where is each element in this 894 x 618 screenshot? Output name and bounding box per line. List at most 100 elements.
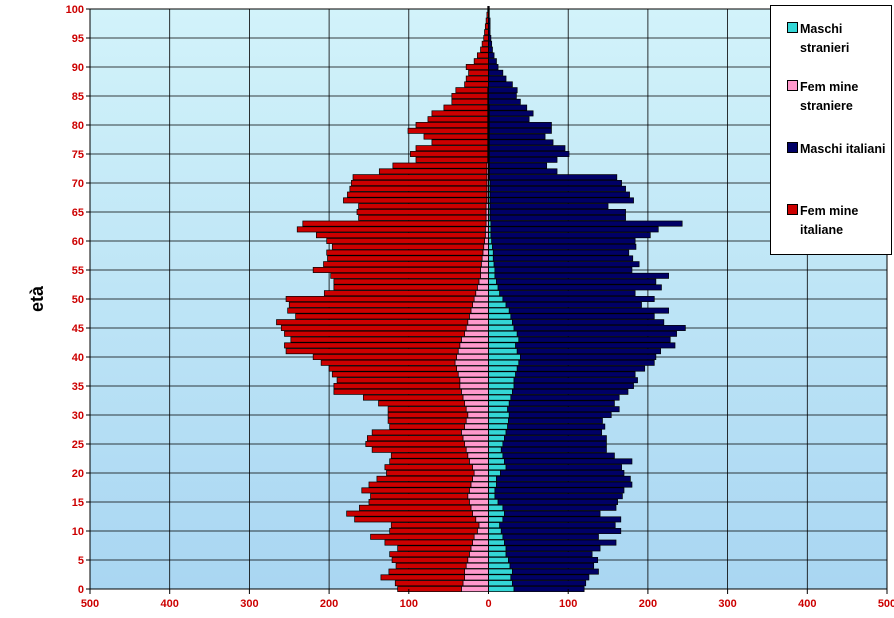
bar-maschi-italiani-age-55 — [494, 267, 633, 273]
bar-maschi-italiani-age-11 — [499, 522, 616, 529]
bar-maschi-italiani-age-5 — [508, 557, 599, 563]
bar-maschi-italiani-age-85 — [488, 93, 517, 99]
bar-femmine-straniere-age-4 — [465, 562, 489, 569]
bar-maschi-italiani-age-23 — [502, 452, 615, 459]
bar-femmine-italiane-age-80 — [415, 122, 489, 128]
bar-femmine-italiane-age-62 — [296, 226, 486, 233]
bar-femmine-straniere-age-20 — [473, 470, 489, 476]
bar-femmine-italiane-age-27 — [371, 429, 462, 436]
bar-femmine-italiane-age-71 — [352, 174, 488, 181]
y-tick-label: 85 — [72, 91, 84, 103]
bar-femmine-straniere-age-42 — [459, 342, 489, 349]
bar-femmine-straniere-age-33 — [462, 394, 489, 401]
bar-maschi-stranieri-age-29 — [488, 417, 509, 424]
bar-maschi-italiani-age-35 — [513, 383, 634, 389]
bar-femmine-italiane-age-59 — [331, 243, 485, 250]
bar-maschi-italiani-age-15 — [497, 499, 618, 505]
bar-maschi-stranieri-age-4 — [488, 562, 511, 569]
x-tick-label: 300 — [718, 598, 736, 610]
legend-item-maschi-italiani: Maschi italiani — [787, 140, 888, 159]
bar-maschi-italiani-age-86 — [488, 87, 518, 94]
legend-item-femmine-straniere: Fem mine straniere — [787, 78, 888, 116]
bar-femmine-italiane-age-7 — [397, 545, 472, 552]
bar-maschi-stranieri-age-54 — [488, 272, 496, 279]
bar-maschi-italiani-age-50 — [502, 296, 655, 302]
bar-maschi-stranieri-age-34 — [488, 388, 513, 395]
bar-maschi-stranieri-age-32 — [488, 400, 510, 407]
bar-maschi-italiani-age-33 — [510, 394, 620, 401]
bar-femmine-italiane-age-28 — [389, 423, 465, 430]
bar-maschi-stranieri-age-3 — [488, 568, 513, 575]
bar-femmine-italiane-age-79 — [407, 127, 489, 134]
bar-maschi-stranieri-age-24 — [488, 446, 502, 453]
bar-femmine-italiane-age-19 — [376, 475, 473, 482]
y-tick-label: 100 — [66, 4, 84, 16]
bar-maschi-italiani-age-25 — [502, 441, 607, 447]
bar-femmine-italiane-age-0 — [397, 586, 462, 592]
bar-femmine-straniere-age-13 — [472, 510, 489, 517]
y-tick-label: 80 — [72, 120, 84, 132]
bar-maschi-stranieri-age-58 — [488, 249, 494, 256]
bar-maschi-italiani-age-31 — [507, 406, 620, 413]
bar-femmine-italiane-age-82 — [431, 110, 489, 117]
bar-femmine-italiane-age-64 — [358, 214, 487, 221]
bar-maschi-italiani-age-12 — [502, 516, 622, 523]
bar-femmine-italiane-age-93 — [480, 46, 489, 53]
bar-maschi-italiani-age-17 — [494, 487, 625, 494]
bar-maschi-italiani-age-27 — [505, 429, 603, 436]
bar-maschi-stranieri-age-7 — [488, 545, 507, 552]
bar-maschi-italiani-age-56 — [493, 261, 640, 268]
bar-femmine-italiane-age-29 — [387, 417, 467, 424]
bar-femmine-italiane-age-5 — [391, 557, 469, 563]
bar-femmine-straniere-age-41 — [457, 348, 489, 355]
x-tick-label: 300 — [240, 598, 258, 610]
bar-femmine-italiane-age-55 — [312, 267, 481, 273]
bar-maschi-italiani-age-61 — [490, 232, 651, 239]
y-tick-label: 60 — [72, 236, 84, 248]
bar-femmine-straniere-age-9 — [473, 533, 489, 540]
bar-femmine-straniere-age-25 — [464, 441, 489, 447]
bar-femmine-straniere-age-55 — [480, 267, 489, 273]
y-axis-label: età — [27, 285, 47, 312]
bar-femmine-italiane-age-16 — [370, 493, 469, 500]
bar-femmine-straniere-age-22 — [469, 458, 489, 465]
bar-femmine-italiane-age-37 — [331, 371, 459, 378]
y-tick-label: 5 — [78, 555, 84, 567]
bar-maschi-italiani-age-40 — [520, 354, 657, 360]
bar-femmine-italiane-age-70 — [351, 180, 488, 186]
y-tick-label: 15 — [72, 497, 84, 509]
bar-femmine-straniere-age-26 — [462, 435, 489, 442]
bar-femmine-italiane-age-92 — [476, 52, 489, 59]
bar-femmine-italiane-age-72 — [378, 168, 488, 175]
bar-maschi-italiani-age-30 — [508, 412, 612, 418]
bar-femmine-straniere-age-19 — [472, 475, 489, 482]
bar-maschi-stranieri-age-15 — [488, 499, 499, 505]
bar-femmine-italiane-age-68 — [347, 191, 488, 198]
bar-femmine-italiane-age-91 — [473, 58, 489, 65]
legend: Maschi stranieri Fem mine straniere Masc… — [770, 5, 892, 255]
bar-maschi-stranieri-age-19 — [488, 475, 497, 482]
bar-maschi-italiani-age-59 — [492, 243, 637, 250]
bar-maschi-stranieri-age-22 — [488, 458, 505, 465]
bar-maschi-italiani-age-43 — [518, 336, 671, 343]
bar-maschi-italiani-age-93 — [488, 46, 493, 53]
x-tick-label: 200 — [320, 598, 338, 610]
bar-femmine-straniere-age-35 — [459, 383, 489, 389]
bar-femmine-italiane-age-76 — [415, 145, 489, 152]
bar-femmine-italiane-age-15 — [368, 499, 470, 505]
bar-maschi-italiani-age-32 — [508, 400, 615, 407]
legend-swatch — [787, 22, 798, 33]
bar-maschi-italiani-age-70 — [489, 180, 622, 186]
bar-maschi-stranieri-age-26 — [488, 435, 505, 442]
bar-maschi-stranieri-age-18 — [488, 481, 497, 488]
legend-label: Fem mine straniere — [800, 80, 859, 113]
bar-maschi-italiani-age-1 — [512, 580, 587, 587]
bar-maschi-italiani-age-81 — [488, 116, 530, 123]
bar-femmine-italiane-age-69 — [349, 185, 488, 192]
bar-maschi-italiani-age-75 — [488, 151, 570, 157]
bar-maschi-italiani-age-57 — [492, 255, 634, 262]
bar-maschi-stranieri-age-2 — [488, 574, 512, 581]
bar-femmine-straniere-age-6 — [469, 551, 489, 558]
bar-femmine-italiane-age-12 — [354, 516, 477, 523]
